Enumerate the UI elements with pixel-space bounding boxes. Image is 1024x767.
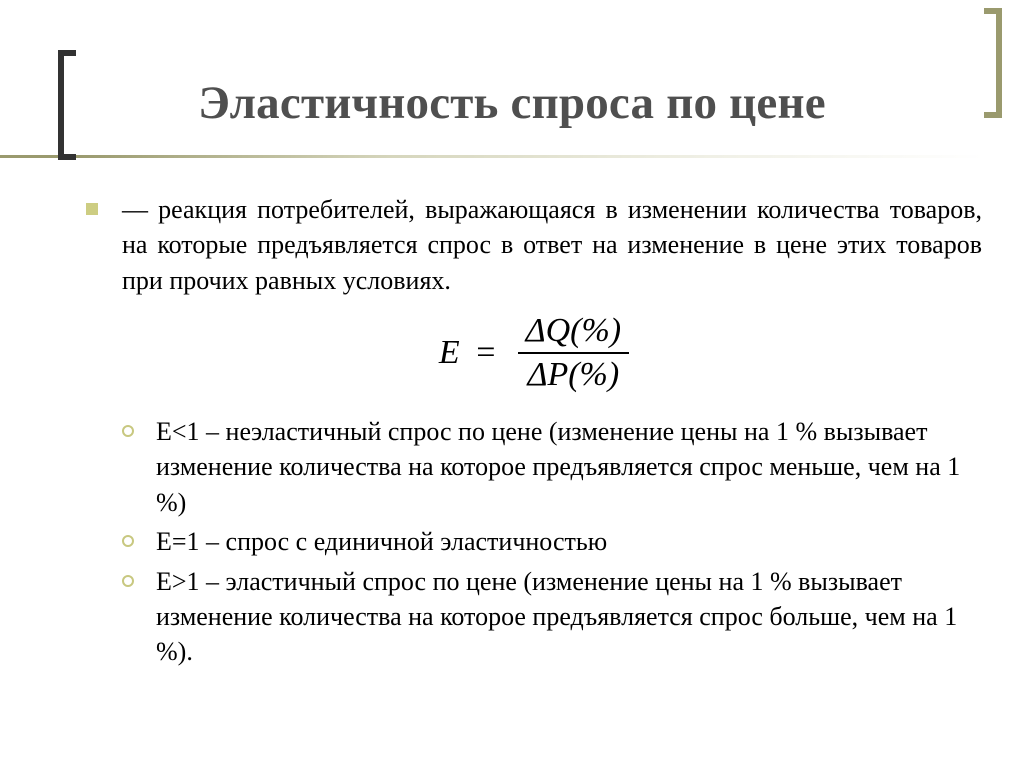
formula-fraction: ΔQ(%) ΔP(%) xyxy=(518,312,629,394)
ring-bullet-icon xyxy=(122,425,134,437)
definition-text: — реакция потребителей, выражающаяся в и… xyxy=(122,192,982,298)
slide-title: Эластичность спроса по цене xyxy=(0,76,1024,130)
elasticity-formula: E = ΔQ(%) ΔP(%) xyxy=(86,312,982,394)
formula-numerator: ΔQ(%) xyxy=(518,312,629,354)
main-bullet-row: — реакция потребителей, выражающаяся в и… xyxy=(86,192,982,298)
case-unit-elastic: E=1 – спрос с единичной эластичностью xyxy=(156,524,607,559)
formula-equals: = xyxy=(474,334,497,372)
ring-bullet-icon xyxy=(122,575,134,587)
slide-content: — реакция потребителей, выражающаяся в и… xyxy=(86,192,982,674)
list-item: E<1 – неэластичный спрос по цене (измене… xyxy=(122,414,982,520)
cases-list: E<1 – неэластичный спрос по цене (измене… xyxy=(122,414,982,670)
formula-denominator: ΔP(%) xyxy=(518,354,629,394)
title-rule-left xyxy=(0,155,58,158)
list-item: E=1 – спрос с единичной эластичностью xyxy=(122,524,982,559)
ring-bullet-icon xyxy=(122,535,134,547)
formula-lhs: E xyxy=(439,334,460,372)
case-inelastic: E<1 – неэластичный спрос по цене (измене… xyxy=(156,414,982,520)
title-rule-right xyxy=(76,155,984,158)
square-bullet-icon xyxy=(86,203,98,215)
list-item: E>1 – эластичный спрос по цене (изменени… xyxy=(122,564,982,670)
case-elastic: E>1 – эластичный спрос по цене (изменени… xyxy=(156,564,982,670)
